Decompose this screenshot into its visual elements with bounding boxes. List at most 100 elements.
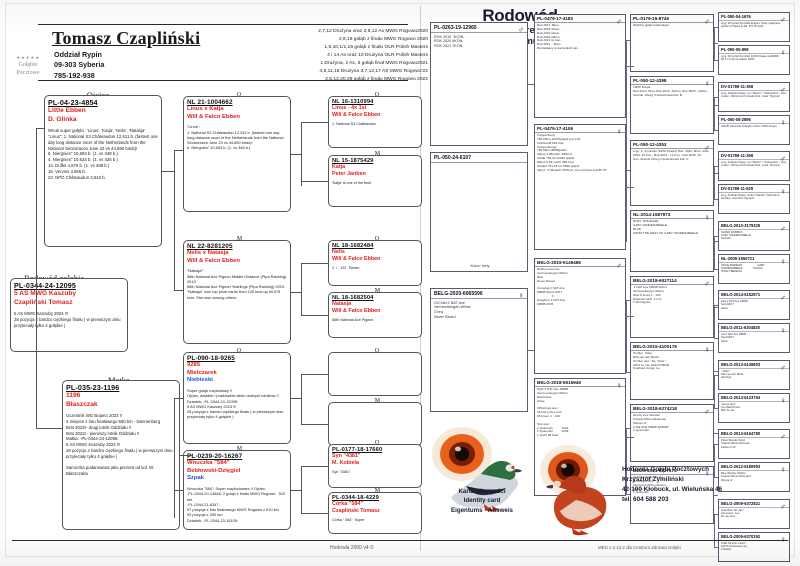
connector-h bbox=[626, 437, 634, 438]
record-ring-number: BELG-2018-6027114 bbox=[631, 277, 713, 285]
pigeon-notes: "Natasja": 58th National Ace Pigeon Midd… bbox=[187, 268, 287, 300]
connector-v bbox=[174, 150, 175, 290]
pedigree-record-card[interactable]: BELG-2013-6123764 ♀ "quevo dert" Lou Wacht… bbox=[718, 392, 790, 423]
connector-h bbox=[528, 350, 534, 351]
logo-stars: ★★★★★ bbox=[16, 55, 40, 60]
pedigree-card[interactable]: PL-0239-20-16267 Wnuczka "584" Bebłowski-D… bbox=[183, 450, 291, 530]
record-ring-number: BELG-2009-6372821 bbox=[719, 500, 789, 508]
pedigree-record-card[interactable]: PL-0263-19-12965 ♂ ROK 2019 3KON, ROK 2020… bbox=[430, 22, 528, 146]
record-notes: Grizzly Ace Wonder Vrssels-Wilms-Mostman… bbox=[633, 413, 669, 433]
connector-v bbox=[301, 374, 302, 424]
record-ring-number: BELG-2010-3179325 bbox=[719, 222, 789, 230]
pedigree-record-card[interactable]: PL-050-08-2895 ♀ GRAB: Wnuczka Orlanda x F… bbox=[718, 114, 790, 145]
pedigree-record-card[interactable]: BELG-2012-6180993 ♀ Blue Wonder Mother Vrs… bbox=[718, 462, 790, 492]
connector-h bbox=[714, 546, 718, 548]
sex-symbol-icon: ♂ bbox=[704, 407, 710, 416]
pedigree-record-card[interactable]: BELG-2011-6327178 ♀ Grddcht Olymp Lievin H… bbox=[630, 466, 714, 524]
sex-symbol-icon: ♂ bbox=[780, 84, 786, 94]
sex-symbol-icon: ♂ bbox=[616, 17, 622, 26]
pedigree-record-card[interactable]: BELG-2014-6152871 ♂ Fals 2 NAT Ace KBDB Sp… bbox=[718, 290, 790, 320]
pedigree-record-card[interactable]: BELG-2020-6065596 ♀ GrChild 2 NAT Ace Verm… bbox=[430, 288, 528, 412]
pedigree-record-card[interactable]: BELG-2013-6139803 ♂ " Kittel " Dirk van de… bbox=[718, 359, 790, 390]
pedigree-card[interactable]: NL 15-1875429 Katja Peter Janben 'Katja' is… bbox=[328, 155, 422, 207]
ring-number: NL 18-1682484 bbox=[332, 243, 374, 249]
pedigree-card[interactable]: NL 16-1310994 Linus - 4x 1st Will & Falco … bbox=[328, 96, 422, 148]
sex-symbol-icon: ♂ bbox=[616, 261, 622, 270]
pedigree-record-card[interactable]: BELG-2019-6149486 ♂ Robbys Favorite Vermee… bbox=[534, 258, 626, 374]
card-legend: M bbox=[233, 445, 246, 452]
ring-number: NL 22-8281205 bbox=[187, 243, 233, 250]
record-notes: GrChild 2 NAT Ace Vermeerbergen-Wilms Ch… bbox=[434, 300, 471, 319]
ring-number: NL 15-1875429 bbox=[332, 158, 374, 164]
pedigree-record-card[interactable]: BELG-2015-4100176 ♀ Tochter Kittel Dirk va… bbox=[630, 342, 714, 400]
pedigree-card[interactable]: PL-0177-18-17660 Syn "4381" M. Kobiela Syn … bbox=[328, 444, 422, 488]
logo-line-2: Pocztowe bbox=[16, 70, 40, 77]
pedigree-record-card[interactable]: NL-2014-1587973 ♀ RUDY SPICEGIRL GABY VAND… bbox=[630, 210, 714, 272]
pedigree-card[interactable]: PL-090-18-9265 9285 Mielczarek Niebieski Sup… bbox=[183, 352, 291, 444]
pedigree-card[interactable]: NL 18-1682484 Nelis Will & Falco Ebben 3 / … bbox=[328, 240, 422, 286]
record-ring-number: PL-050-12-4353 bbox=[631, 141, 713, 149]
pedigree-record-card[interactable]: PL-050-12-4398 ♀ 100% Drapa Rok-2012,,5Kon… bbox=[630, 76, 714, 134]
connector-h bbox=[714, 433, 718, 434]
sex-symbol-icon: ♂ bbox=[780, 154, 786, 163]
pedigree-card[interactable]: NL 18-1682504 Natasja Will & Falco Ebben 58… bbox=[328, 292, 422, 338]
pedigree-record-card[interactable]: DV-01789-11-529 ♀ oryg. Andreas Drapa, cór… bbox=[718, 184, 790, 214]
subject-record-card[interactable]: PL-050-24-6107 Kolor: Inny bbox=[430, 152, 528, 272]
sex-symbol-icon: ♀ bbox=[780, 534, 786, 544]
pedigree-record-card[interactable]: DV-01789-11-358 ♂ oryg. Andreas Drapa, syn… bbox=[718, 81, 790, 112]
sex-symbol-icon: ♂ bbox=[780, 223, 786, 233]
pedigree-record-card[interactable]: BELG-2010-3179325 ♂ SUPER ROBBOX GABY VAND… bbox=[718, 220, 790, 251]
connector-h bbox=[714, 407, 718, 409]
subject-color-note: Kolor: Inny bbox=[470, 263, 490, 268]
record-notes: 2 NAT Ace KBDB Sprint Vermeerbergen-Wilm… bbox=[633, 285, 667, 305]
pedigree-record-card[interactable]: BELG-2018-6274218 ♂ Grizzly Ace Wonder Vrs… bbox=[630, 404, 714, 462]
pigeon-photo-right bbox=[540, 445, 607, 536]
connector-h bbox=[626, 428, 630, 429]
card-legend: O bbox=[233, 91, 245, 98]
card-legend: M bbox=[233, 235, 246, 242]
pedigree-record-card[interactable]: BELG-2009-6370292 ♀ Child Olympic Lievin 1… bbox=[718, 531, 790, 562]
card-legend: O bbox=[233, 347, 245, 354]
pedigree-card[interactable]: NL 21-1004662 Linus x Katja Will & Falco E… bbox=[183, 96, 291, 212]
pedigree-record-card[interactable]: PL-050-04-1676 ♂ oryg. Krzysztof Zymiński … bbox=[718, 12, 790, 42]
pedigree-record-card[interactable]: PL-050-05-859 ♀ oryg. Krzysztof Zymiński 1… bbox=[718, 45, 790, 75]
record-notes: Wybitny gołąb rozpłodowy. bbox=[633, 23, 670, 27]
record-notes: ROK 2019 3KON, ROK 2020 6KON, ROK 2021 7… bbox=[434, 34, 465, 49]
pedigree-record-card[interactable]: PL-0179-15-8745 ♂ Wybitny gołąb rozpłodowy… bbox=[630, 14, 714, 72]
pedigree-record-card[interactable]: PL-0479-17-4106 ♀ Cloppenburg 765,93km.120… bbox=[534, 124, 626, 250]
pedigree-card[interactable]: PL-0344-18-4229 Córka "584" Czapliński Tom… bbox=[328, 492, 422, 534]
pedigree-record-card[interactable]: BELG-2009-6372821 ♂ Grandson "Ev Jan" Here… bbox=[718, 498, 790, 529]
pedigree-record-card[interactable]: BELG-2013-6164780 ♂ Pitoul Wonder Sved Vrs… bbox=[718, 429, 790, 459]
pedigree-card[interactable]: NL 22-8281205 Nelis x Natasja Will & Falco… bbox=[183, 240, 291, 344]
pedigree-card[interactable]: PL-0344-24-12095 5 AS MWG Kaszuby Czaplińs… bbox=[10, 278, 128, 352]
achievement-line: 2,7,12 Drużyna oraz 2,8,12 As MWG Rogowo… bbox=[318, 29, 428, 34]
pedigree-record-card[interactable]: DV-01789-11-358 ♂ oryg. Andreas Drapa, syn… bbox=[718, 151, 790, 181]
record-notes: Pitoul Wonder Sved Vrssels Wilms Mostman… bbox=[721, 439, 750, 449]
connector-h bbox=[626, 187, 634, 188]
connector-h bbox=[626, 300, 630, 301]
pigeon-photo-left bbox=[432, 427, 522, 512]
record-notes: oryg. Krzysztof Zymiński 100% Drapa coef… bbox=[721, 55, 780, 62]
record-notes: Tochter Kittel Dirk van den Bulck Tochte… bbox=[633, 351, 669, 371]
sex-symbol-icon: ♂ bbox=[518, 25, 524, 34]
pedigree-record-card[interactable]: NL-2009-1550721 ♀ SPICE BARBARY GABY VANDE… bbox=[718, 253, 790, 284]
pedigree-card[interactable] bbox=[328, 352, 422, 396]
pigeon-notes: 3 / 122 Tienen bbox=[332, 266, 360, 271]
pedigree-record-card[interactable]: PL-050-12-4353 ♂ oryg. K. Zymiński (100% D… bbox=[630, 140, 714, 206]
pedigree-record-card[interactable]: BELG-2011-6304830 ♀ ma 2 NAT Ace KBDB Spri… bbox=[718, 323, 790, 353]
connector-h bbox=[714, 241, 718, 242]
pedigree-record-card[interactable]: BELG-2018-6027114 ♂ 2 NAT Ace KBDB Sprint… bbox=[630, 276, 714, 338]
sex-symbol-icon: ♀ bbox=[518, 291, 524, 300]
connector-v bbox=[301, 263, 302, 315]
pedigree-card[interactable]: PL-035-23-1196 1196 Błaszczak Uczestnik WG … bbox=[62, 380, 180, 530]
pedigree-card[interactable]: PL-04-23-4854 Little Ebben D. Glinka Wnuk s… bbox=[44, 95, 162, 247]
ring-number: NL 21-1004662 bbox=[187, 99, 233, 106]
sex-symbol-icon: ♀ bbox=[616, 127, 622, 136]
record-notes: Fals 2 NAT Ace KBDB Sprint2017 Adem bbox=[721, 300, 748, 310]
pedigree-record-card[interactable]: PL-0479-17-4182 ♂ Rok 2017, 5kon. Rok 2018… bbox=[534, 14, 626, 118]
footer-left: Hodowla 2000 v4 © bbox=[330, 545, 374, 551]
record-notes: oryg. K. Zymiński (100% Drapa) Rok- 2012… bbox=[633, 149, 710, 161]
owner-address: Oddział Rypin 09-303 Syberia 785-192-938 bbox=[54, 50, 104, 81]
record-ring-number: PL-0263-19-12965 bbox=[431, 23, 527, 33]
